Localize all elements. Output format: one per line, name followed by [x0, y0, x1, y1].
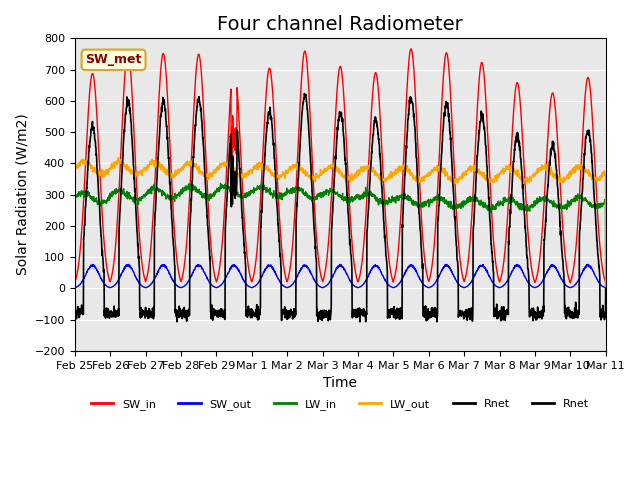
SW_out — [570, 283, 577, 289]
Rnet — [367, 156, 375, 162]
Title: Four channel Radiometer: Four channel Radiometer — [218, 15, 463, 34]
LW_in — [555, 205, 563, 211]
Line: LW_out: LW_out — [75, 157, 605, 288]
Line: SW_out: SW_out — [75, 264, 605, 288]
SW_out — [219, 280, 227, 286]
LW_out — [220, 160, 227, 166]
Rnet — [301, 91, 308, 96]
SW_in — [570, 264, 577, 270]
LW_in — [220, 183, 227, 189]
Y-axis label: Solar Radiation (W/m2): Solar Radiation (W/m2) — [15, 114, 29, 276]
Text: SW_met: SW_met — [85, 53, 142, 66]
Rnet — [220, 314, 227, 320]
LW_in — [71, 198, 79, 204]
SW_in — [407, 46, 415, 52]
LW_out — [555, 176, 563, 181]
SW_in — [71, 279, 79, 285]
Line: LW_in: LW_in — [75, 183, 605, 288]
Rnet — [71, 315, 79, 321]
Rnet — [556, 207, 563, 213]
SW_in — [355, 275, 363, 281]
LW_in — [367, 191, 375, 196]
SW_in — [367, 119, 374, 125]
Rnet — [495, 313, 502, 319]
LW_out — [495, 171, 502, 177]
LW_in — [602, 286, 609, 291]
LW_in — [570, 195, 577, 201]
LW_out — [367, 166, 375, 172]
SW_out — [494, 284, 502, 290]
LW_out — [570, 167, 577, 172]
SW_out — [367, 267, 374, 273]
SW_in — [495, 276, 502, 282]
LW_out — [356, 169, 364, 175]
LW_in — [217, 180, 225, 186]
Rnet — [173, 319, 181, 324]
LW_out — [114, 155, 122, 160]
SW_in — [219, 232, 227, 238]
SW_out — [584, 262, 591, 267]
Rnet — [602, 286, 609, 291]
SW_out — [602, 286, 609, 291]
Rnet — [356, 310, 364, 316]
LW_out — [71, 165, 79, 171]
X-axis label: Time: Time — [323, 376, 357, 390]
SW_out — [355, 284, 363, 290]
Line: Rnet: Rnet — [75, 94, 605, 322]
SW_in — [555, 162, 563, 168]
Legend: SW_in, SW_out, LW_in, LW_out, Rnet, Rnet: SW_in, SW_out, LW_in, LW_out, Rnet, Rnet — [86, 394, 594, 414]
Rnet — [570, 310, 578, 316]
LW_in — [495, 200, 502, 206]
LW_out — [602, 286, 609, 291]
LW_in — [356, 195, 364, 201]
SW_out — [555, 270, 563, 276]
SW_out — [71, 285, 79, 290]
Line: SW_in: SW_in — [75, 49, 605, 288]
SW_in — [602, 286, 609, 291]
